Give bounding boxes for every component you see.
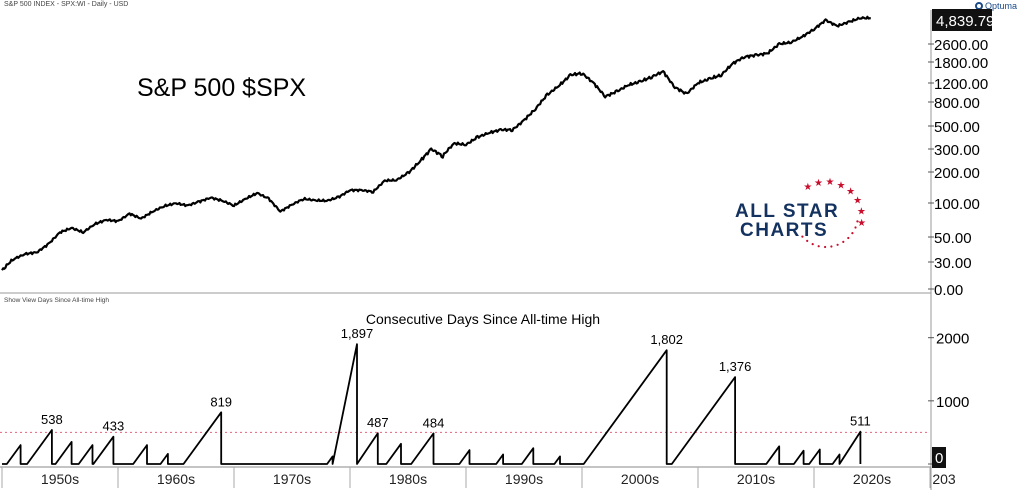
price-tick-label: 50.00 — [934, 230, 972, 247]
days-chart-title: Consecutive Days Since All-time High — [366, 311, 600, 327]
last-price-badge — [932, 9, 992, 31]
watermark-star-icon: ★ — [857, 207, 866, 218]
watermark-star-icon: ★ — [837, 180, 846, 191]
days-tick-label: 2000 — [936, 331, 969, 348]
peak-label: 1,897 — [341, 326, 374, 341]
watermark-line-1: ALL STAR — [735, 201, 839, 222]
time-tick-label: 2010s — [737, 471, 775, 487]
peak-label: 1,376 — [719, 359, 752, 374]
time-tick-label: 1950s — [41, 471, 79, 487]
price-tick-label: 2600.00 — [934, 37, 988, 54]
last-days-label: 0 — [935, 450, 943, 467]
price-tick-label: 1200.00 — [934, 76, 988, 93]
watermark-dot — [824, 245, 827, 249]
last-price-label: 4,839.79 — [936, 13, 994, 30]
watermark-dot — [811, 243, 814, 246]
watermark-dot — [801, 235, 804, 238]
price-tick-label: 500.00 — [934, 119, 980, 136]
days-since-ath-line — [2, 343, 862, 465]
price-tick-label: 100.00 — [934, 196, 980, 213]
spx-price-line — [1, 15, 871, 271]
peak-label: 1,802 — [650, 332, 683, 347]
price-tick-label: 0.00 — [934, 282, 963, 299]
time-tick-label: 1970s — [273, 471, 311, 487]
chart-title: S&P 500 $SPX — [137, 74, 306, 102]
peak-label: 433 — [103, 419, 125, 434]
watermark-dot — [806, 239, 809, 242]
watermark-star-icon: ★ — [857, 218, 866, 229]
instrument-header: S&P 500 INDEX - SPX:WI - Daily - USD — [4, 1, 129, 8]
watermark-dot — [842, 240, 845, 243]
watermark-dot — [830, 245, 833, 248]
watermark-star-icon: ★ — [853, 196, 862, 207]
watermark-dot — [836, 243, 839, 246]
last-days-badge — [932, 447, 946, 468]
time-tick-label: 1980s — [389, 471, 427, 487]
peak-label: 538 — [41, 412, 63, 427]
time-tick-label: 1990s — [505, 471, 543, 487]
watermark-line-2: CHARTS — [740, 220, 828, 241]
watermark-star-icon: ★ — [803, 182, 812, 193]
watermark-dot — [847, 236, 850, 240]
watermark-dot — [856, 220, 859, 223]
watermark-dot — [851, 232, 854, 235]
watermark-dot — [817, 245, 820, 248]
time-tick-label: 2020s — [853, 471, 891, 487]
time-tick-label: 203 — [932, 471, 956, 487]
time-tick-label: 2000s — [621, 471, 659, 487]
price-tick-label: 1800.00 — [934, 55, 988, 72]
panel-caption: Show View Days Since All-time High — [4, 297, 109, 304]
peak-label: 484 — [423, 415, 445, 430]
price-tick-label: 800.00 — [934, 95, 980, 112]
price-tick-label: 200.00 — [934, 165, 980, 182]
watermark-star-icon: ★ — [814, 178, 823, 189]
peak-label: 511 — [850, 414, 871, 429]
price-tick-label: 300.00 — [934, 142, 980, 159]
days-tick-label: 1000 — [936, 394, 969, 411]
time-tick-label: 1960s — [157, 471, 195, 487]
watermark-star-icon: ★ — [826, 177, 835, 188]
peak-label: 487 — [367, 415, 389, 430]
price-tick-label: 30.00 — [934, 255, 972, 272]
watermark-dot — [854, 226, 857, 229]
peak-label: 819 — [210, 394, 232, 409]
watermark-star-icon: ★ — [846, 187, 855, 198]
optuma-label: Optuma — [984, 1, 1017, 11]
